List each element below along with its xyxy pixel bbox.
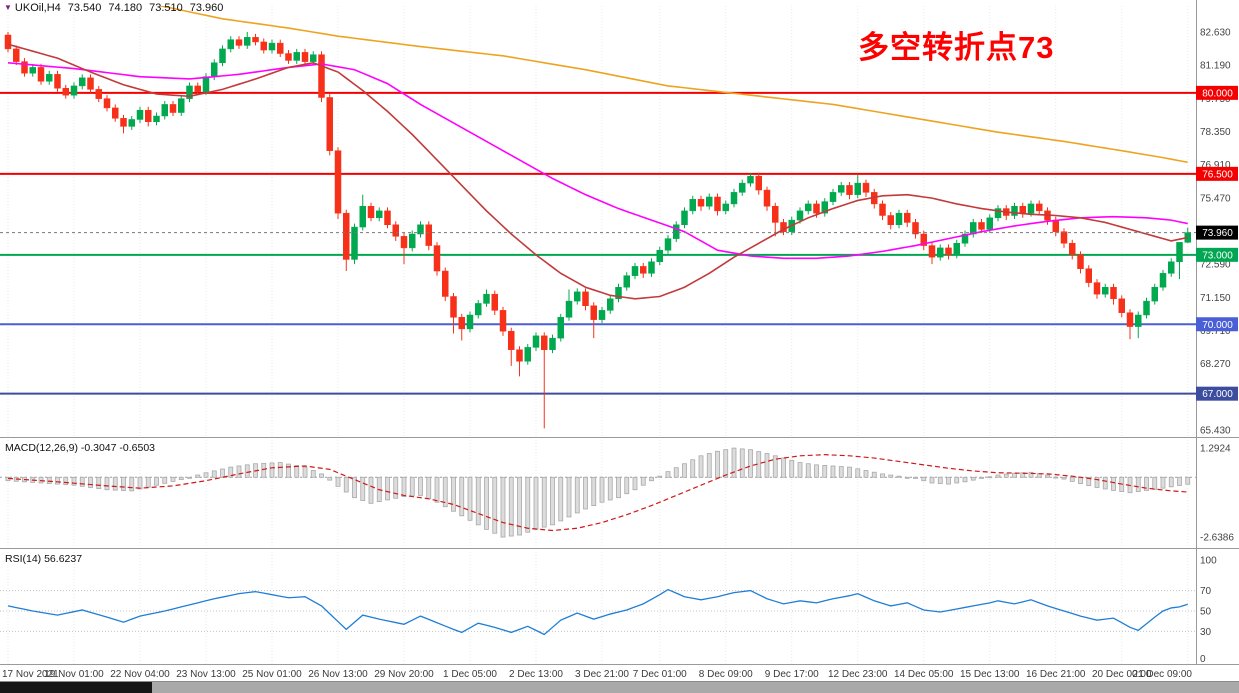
price-axis[interactable]: 82.63081.19079.75078.35076.91075.47074.0… [1196, 28, 1238, 437]
svg-text:1.2924: 1.2924 [1200, 444, 1231, 455]
symbol-timeframe-label: UKOil,H4 [14, 2, 61, 14]
svg-text:17 Nov 2021: 17 Nov 2021 [2, 669, 59, 680]
svg-text:68.270: 68.270 [1200, 359, 1231, 370]
rsi-line [7, 588, 1188, 636]
svg-text:29 Nov 20:00: 29 Nov 20:00 [374, 669, 434, 680]
scrollbar-thumb[interactable] [0, 682, 152, 693]
svg-text:75.470: 75.470 [1200, 193, 1231, 204]
svg-text:78.350: 78.350 [1200, 127, 1231, 138]
svg-text:100: 100 [1200, 556, 1217, 567]
svg-text:12 Dec 23:00: 12 Dec 23:00 [828, 669, 888, 680]
svg-text:69.710: 69.710 [1200, 326, 1231, 337]
horizontal-level-lines [0, 91, 1196, 395]
svg-text:81.190: 81.190 [1200, 61, 1231, 72]
macd-signal-line [7, 454, 1188, 532]
svg-text:70.000: 70.000 [1202, 320, 1233, 331]
quote-close: 73.960 [189, 2, 224, 14]
svg-text:16 Dec 21:00: 16 Dec 21:00 [1026, 669, 1086, 680]
svg-text:50: 50 [1200, 607, 1212, 618]
svg-text:80.000: 80.000 [1202, 88, 1233, 99]
svg-text:73.000: 73.000 [1202, 250, 1233, 261]
svg-text:19 Nov 01:00: 19 Nov 01:00 [44, 669, 104, 680]
svg-text:21 Dec 09:00: 21 Dec 09:00 [1133, 669, 1193, 680]
quote-low: 73.510 [149, 2, 183, 14]
ma-fast-red [7, 43, 1188, 300]
macd-label: MACD(12,26,9) -0.3047 -0.6503 [5, 442, 155, 454]
rsi-level-lines [0, 590, 1196, 632]
svg-text:70: 70 [1200, 586, 1212, 597]
svg-text:25 Nov 01:00: 25 Nov 01:00 [242, 669, 302, 680]
svg-text:65.430: 65.430 [1200, 426, 1231, 437]
svg-text:76.910: 76.910 [1200, 160, 1231, 171]
svg-text:67.000: 67.000 [1202, 389, 1233, 400]
ma-slow-orange [157, 6, 1188, 164]
horizontal-scrollbar[interactable] [0, 681, 1239, 693]
svg-text:26 Nov 13:00: 26 Nov 13:00 [308, 669, 368, 680]
svg-text:9 Dec 17:00: 9 Dec 17:00 [765, 669, 819, 680]
ma-mid-magenta [7, 61, 1188, 260]
chart-annotation-text: 多空转折点73 [858, 30, 1055, 65]
svg-text:22 Nov 04:00: 22 Nov 04:00 [110, 669, 170, 680]
svg-text:20 Dec 00:00: 20 Dec 00:00 [1092, 669, 1152, 680]
candles [4, 32, 1191, 429]
macd-histogram [5, 447, 1191, 538]
svg-text:30: 30 [1200, 627, 1212, 638]
svg-text:8 Dec 09:00: 8 Dec 09:00 [699, 669, 753, 680]
svg-text:14 Dec 05:00: 14 Dec 05:00 [894, 669, 954, 680]
svg-text:0: 0 [1200, 654, 1206, 665]
indicator-axis[interactable]: 1.2924 -2.6386 100 70 50 30 0 [1200, 444, 1234, 665]
symbol-quote-header: ▼ UKOil,H4 73.540 74.180 73.510 73.960 [4, 2, 223, 14]
symbol-marker-icon: ▼ [4, 3, 12, 12]
svg-text:73.960: 73.960 [1202, 228, 1233, 239]
svg-text:2 Dec 13:00: 2 Dec 13:00 [509, 669, 563, 680]
svg-text:7 Dec 01:00: 7 Dec 01:00 [633, 669, 687, 680]
svg-text:72.590: 72.590 [1200, 260, 1231, 271]
quote-high: 74.180 [108, 2, 143, 14]
svg-text:23 Nov 13:00: 23 Nov 13:00 [176, 669, 236, 680]
quote-open: 73.540 [67, 2, 102, 14]
svg-text:71.150: 71.150 [1200, 293, 1231, 304]
grid-lines [7, 6, 1189, 664]
svg-text:1 Dec 05:00: 1 Dec 05:00 [443, 669, 497, 680]
svg-text:76.500: 76.500 [1202, 169, 1233, 180]
rsi-label: RSI(14) 56.6237 [5, 553, 83, 565]
svg-text:-2.6386: -2.6386 [1200, 533, 1234, 544]
svg-text:3 Dec 21:00: 3 Dec 21:00 [575, 669, 629, 680]
svg-text:15 Dec 13:00: 15 Dec 13:00 [960, 669, 1020, 680]
svg-text:82.630: 82.630 [1200, 28, 1231, 39]
